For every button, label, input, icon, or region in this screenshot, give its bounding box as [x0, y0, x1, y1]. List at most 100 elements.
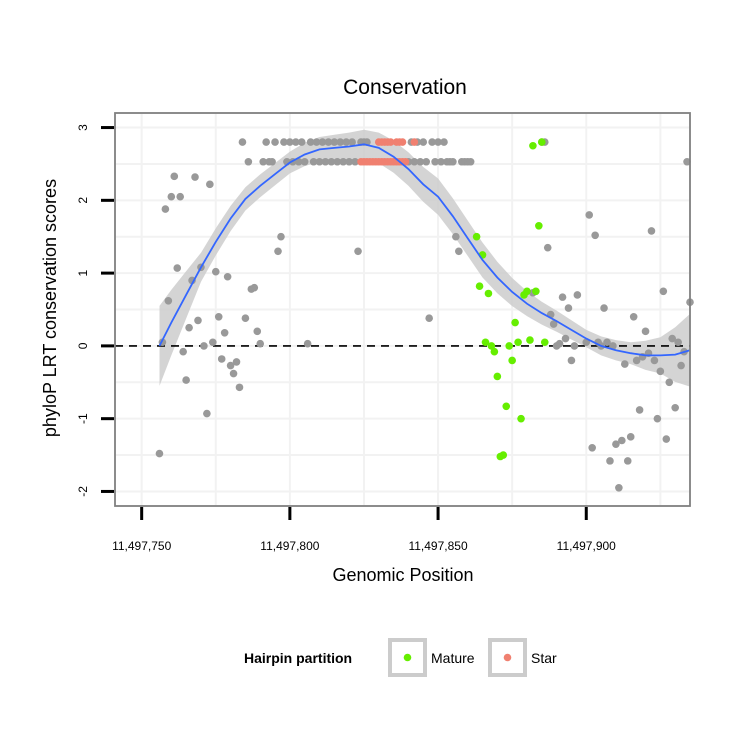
data-point-other — [549, 320, 558, 328]
x-axis-label: Genomic Position — [332, 565, 473, 585]
data-point-other — [339, 157, 348, 166]
data-point-other — [173, 264, 182, 272]
data-point-other — [348, 138, 356, 146]
y-tick-label: 3 — [76, 124, 90, 131]
y-tick-label: 1 — [76, 269, 90, 276]
data-point-mature — [493, 372, 502, 381]
data-point-star — [386, 138, 395, 146]
data-point-other — [650, 356, 659, 365]
data-point-other — [259, 157, 267, 166]
data-point-other — [588, 443, 596, 452]
data-point-other — [253, 327, 262, 336]
plot-border — [114, 112, 691, 507]
y-tick-label: -2 — [76, 486, 90, 497]
data-point-other — [217, 355, 226, 363]
data-point-other — [312, 138, 321, 146]
data-point-other — [232, 358, 241, 366]
data-point-mature — [526, 336, 534, 344]
data-point-other — [683, 157, 691, 166]
data-point-other — [161, 205, 170, 213]
data-point-other — [211, 267, 220, 276]
data-point-other — [223, 272, 232, 281]
chart-title: Conservation — [343, 76, 467, 99]
y-tick-label: -1 — [76, 413, 90, 424]
data-point-mature — [472, 232, 481, 241]
data-point-other — [194, 316, 202, 325]
data-point-other — [256, 339, 265, 348]
data-point-other — [573, 291, 582, 299]
data-point-other — [185, 323, 193, 332]
data-point-other — [300, 157, 309, 166]
data-point-other — [455, 247, 463, 256]
data-point-other — [277, 232, 285, 241]
data-point-other — [440, 138, 448, 146]
data-point-other — [419, 138, 428, 146]
data-point-other — [585, 211, 594, 219]
data-point-other — [200, 342, 208, 350]
data-point-other — [318, 138, 327, 146]
data-point-other — [250, 283, 259, 292]
data-point-mature — [481, 338, 490, 347]
data-point-other — [280, 138, 288, 146]
data-point-other — [345, 157, 353, 166]
data-point-other — [629, 312, 638, 321]
data-point-other — [428, 138, 436, 146]
data-point-other — [659, 287, 668, 296]
data-point-other — [333, 157, 342, 166]
data-point-other — [600, 304, 608, 312]
y-axis-label: phyloP LRT conservation scores — [40, 179, 60, 437]
data-point-other — [416, 157, 425, 166]
data-point-other — [674, 338, 682, 347]
x-tick-label: 11,497,750 — [112, 539, 171, 553]
data-point-other — [623, 457, 632, 465]
data-point-other — [336, 138, 345, 146]
grid-lines — [115, 113, 690, 506]
data-point-other — [609, 342, 617, 350]
data-point-other — [632, 356, 641, 365]
data-point-other — [179, 347, 187, 356]
data-point-other — [561, 334, 570, 343]
data-point-mature — [487, 342, 496, 350]
data-point-other — [449, 157, 457, 166]
data-point-other — [570, 342, 579, 350]
data-point-mature — [502, 402, 511, 411]
data-point-mature — [529, 141, 537, 150]
data-point-star — [401, 157, 410, 166]
data-point-other — [671, 403, 679, 412]
data-point-mature — [540, 338, 549, 347]
data-point-other — [203, 409, 211, 418]
data-point-other — [425, 314, 433, 323]
x-tick-label: 11,497,900 — [557, 539, 616, 553]
data-point-other — [170, 172, 179, 181]
data-point-other — [241, 314, 250, 323]
panel-border-rect — [114, 112, 691, 507]
data-point-other — [431, 157, 439, 166]
data-point-other — [603, 338, 611, 347]
data-point-other — [647, 227, 656, 235]
data-point-other — [567, 356, 576, 365]
data-point-other — [564, 304, 573, 312]
data-point-other — [466, 157, 475, 166]
smooth-line — [158, 143, 691, 357]
data-point-other — [615, 484, 623, 492]
data-point-other — [244, 157, 253, 166]
data-point-other — [620, 360, 629, 368]
data-point-other — [274, 247, 282, 256]
data-point-mature — [538, 138, 546, 146]
y-tick-label: 0 — [76, 342, 90, 349]
y-tick-label: 2 — [76, 197, 90, 204]
data-point-other — [271, 138, 279, 146]
data-point-other — [626, 433, 635, 441]
data-point-other — [437, 157, 445, 166]
legend-dot-mature — [403, 653, 412, 662]
data-point-mature — [514, 338, 522, 347]
data-point-other — [351, 157, 359, 166]
legend-label-star: Star — [531, 650, 557, 666]
data-point-other — [294, 157, 303, 166]
data-point-other — [327, 157, 336, 166]
data-point-other — [324, 138, 333, 146]
legend-entry-mature: Mature — [388, 638, 475, 677]
data-point-mature — [499, 451, 508, 459]
data-point-other — [452, 232, 460, 241]
data-point-other — [291, 138, 300, 146]
